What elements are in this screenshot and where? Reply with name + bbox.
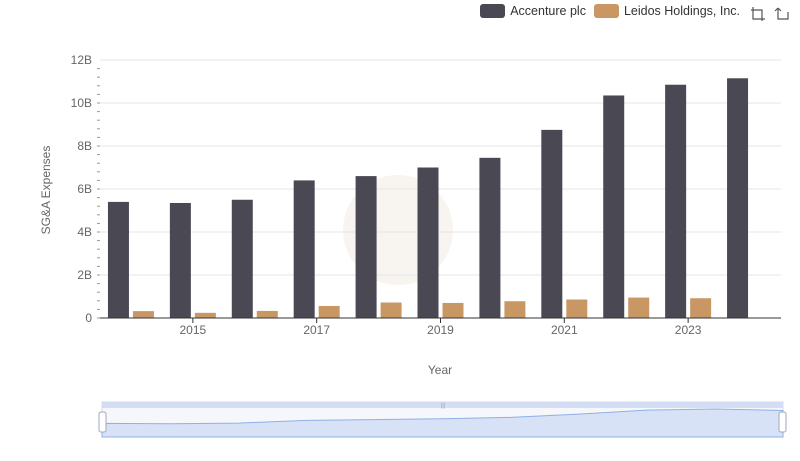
bar-accenture-2022[interactable] bbox=[603, 95, 625, 318]
bar-accenture-2017[interactable] bbox=[293, 180, 315, 318]
bar-leidos-2023[interactable] bbox=[690, 298, 712, 318]
bars bbox=[107, 78, 749, 319]
x-tick-label: 2015 bbox=[180, 323, 207, 337]
x-tick-label: 2019 bbox=[427, 323, 454, 337]
bar-accenture-2018[interactable] bbox=[355, 176, 377, 318]
bar-leidos-2022[interactable] bbox=[628, 297, 650, 318]
legend-swatch-accenture bbox=[480, 4, 506, 18]
bar-accenture-2024[interactable] bbox=[727, 78, 749, 319]
slider-left-handle[interactable] bbox=[98, 411, 107, 433]
bar-leidos-2015[interactable] bbox=[194, 312, 216, 318]
bar-leidos-2014[interactable] bbox=[132, 311, 154, 318]
y-axis-label: SG&A Expenses bbox=[39, 146, 53, 235]
y-tick-label: 8B bbox=[77, 139, 92, 153]
x-axis-label: Year bbox=[428, 363, 452, 377]
slider-preview-area bbox=[101, 408, 784, 438]
bar-accenture-2015[interactable] bbox=[169, 202, 191, 318]
y-tick-label: 2B bbox=[77, 268, 92, 282]
bar-accenture-2016[interactable] bbox=[231, 199, 253, 318]
bar-leidos-2017[interactable] bbox=[318, 305, 340, 318]
x-tick-label: 2021 bbox=[551, 323, 578, 337]
bar-accenture-2020[interactable] bbox=[479, 157, 501, 318]
legend-label-accenture: Accenture plc bbox=[510, 4, 586, 18]
toolbox bbox=[750, 6, 790, 22]
y-tick-label: 12B bbox=[71, 53, 92, 67]
bar-accenture-2023[interactable] bbox=[665, 84, 687, 318]
bar-leidos-2021[interactable] bbox=[566, 299, 588, 318]
y-tick-label: 10B bbox=[71, 96, 92, 110]
zoom-icon[interactable] bbox=[750, 6, 766, 22]
legend-item-leidos[interactable]: Leidos Holdings, Inc. bbox=[593, 4, 740, 18]
bar-leidos-2018[interactable] bbox=[380, 302, 402, 318]
y-tick-label: 6B bbox=[77, 182, 92, 196]
slider-top-bar[interactable] bbox=[102, 402, 783, 408]
y-tick-label: 4B bbox=[77, 225, 92, 239]
x-tick-label: 2017 bbox=[303, 323, 330, 337]
bar-leidos-2019[interactable] bbox=[442, 302, 464, 318]
data-zoom-slider[interactable]: ||| bbox=[98, 401, 787, 438]
slider-right-handle[interactable] bbox=[778, 411, 787, 433]
legend: Accenture plc Leidos Holdings, Inc. bbox=[480, 4, 740, 18]
legend-label-leidos: Leidos Holdings, Inc. bbox=[623, 4, 740, 18]
slider-grip-icon: ||| bbox=[441, 403, 446, 409]
x-tick-label: 2023 bbox=[675, 323, 702, 337]
bar-accenture-2014[interactable] bbox=[107, 201, 129, 318]
bar-accenture-2021[interactable] bbox=[541, 129, 563, 318]
bar-leidos-2020[interactable] bbox=[504, 301, 526, 318]
bar-leidos-2016[interactable] bbox=[256, 310, 278, 318]
bar-accenture-2019[interactable] bbox=[417, 167, 439, 319]
restore-icon[interactable] bbox=[774, 6, 790, 22]
axes: 0 2B 4B 6B 8B 10B 12B 2015 2017 2019 2021 2023 bbox=[71, 53, 781, 337]
y-tick-label: 0 bbox=[85, 311, 92, 325]
legend-item-accenture[interactable]: Accenture plc bbox=[480, 4, 586, 18]
legend-swatch-leidos bbox=[593, 4, 619, 18]
